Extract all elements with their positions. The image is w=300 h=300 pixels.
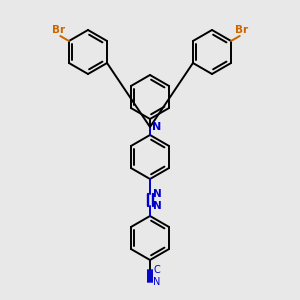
Text: N: N	[153, 201, 162, 211]
Text: N: N	[153, 189, 162, 199]
Text: Br: Br	[52, 25, 65, 35]
Text: N: N	[152, 122, 161, 132]
Text: Br: Br	[235, 25, 248, 35]
Text: N: N	[154, 277, 161, 287]
Text: C: C	[154, 265, 160, 275]
